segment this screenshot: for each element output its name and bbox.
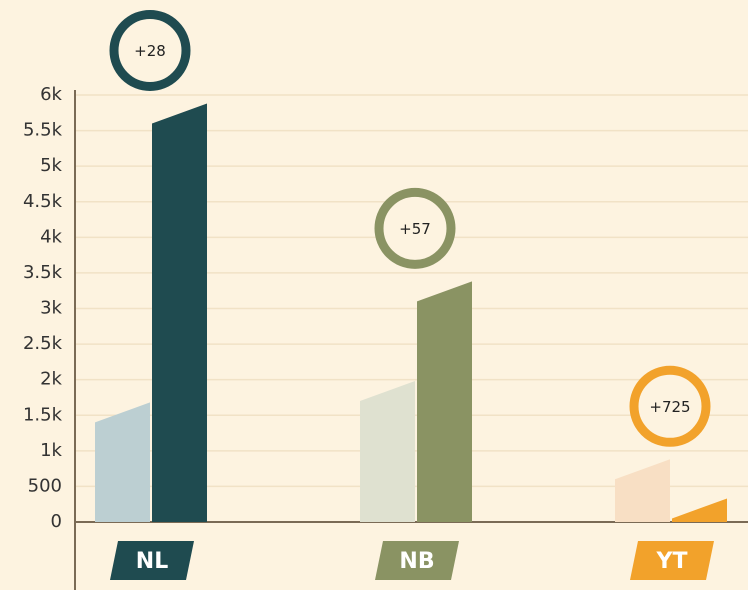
y-tick-label: 3.5k bbox=[23, 262, 63, 283]
x-tick-label: NB bbox=[399, 549, 434, 574]
bar bbox=[615, 459, 670, 522]
category-box bbox=[630, 541, 714, 580]
y-tick-label: 5.5k bbox=[23, 120, 63, 141]
bar bbox=[152, 103, 207, 522]
category-box bbox=[110, 541, 194, 580]
y-tick-label: 0 bbox=[51, 511, 62, 532]
y-tick-label: 3k bbox=[40, 298, 62, 319]
annotation-ring bbox=[374, 187, 456, 269]
y-tick-label: 4.5k bbox=[23, 191, 63, 212]
annotation: +725 bbox=[649, 398, 690, 416]
y-tick-label: 6k bbox=[40, 84, 62, 105]
category-box bbox=[375, 541, 459, 580]
bar bbox=[417, 281, 472, 522]
y-tick-label: 4k bbox=[40, 226, 62, 247]
bar bbox=[95, 402, 150, 522]
x-tick-label: NL bbox=[136, 549, 168, 574]
annotation-ring bbox=[629, 365, 711, 447]
y-tick-label: 2k bbox=[40, 369, 62, 390]
bar bbox=[672, 498, 727, 522]
y-tick-label: 2.5k bbox=[23, 333, 63, 354]
annotation: +28 bbox=[134, 42, 166, 60]
y-tick-label: 1.5k bbox=[23, 404, 63, 425]
bar bbox=[360, 381, 415, 522]
y-tick-label: 1k bbox=[40, 440, 62, 461]
x-tick-label: YT bbox=[656, 549, 688, 574]
y-tick-label: 5k bbox=[40, 155, 62, 176]
y-tick-label: 500 bbox=[28, 475, 62, 496]
annotation: +57 bbox=[399, 220, 431, 238]
annotation-ring bbox=[109, 9, 191, 91]
